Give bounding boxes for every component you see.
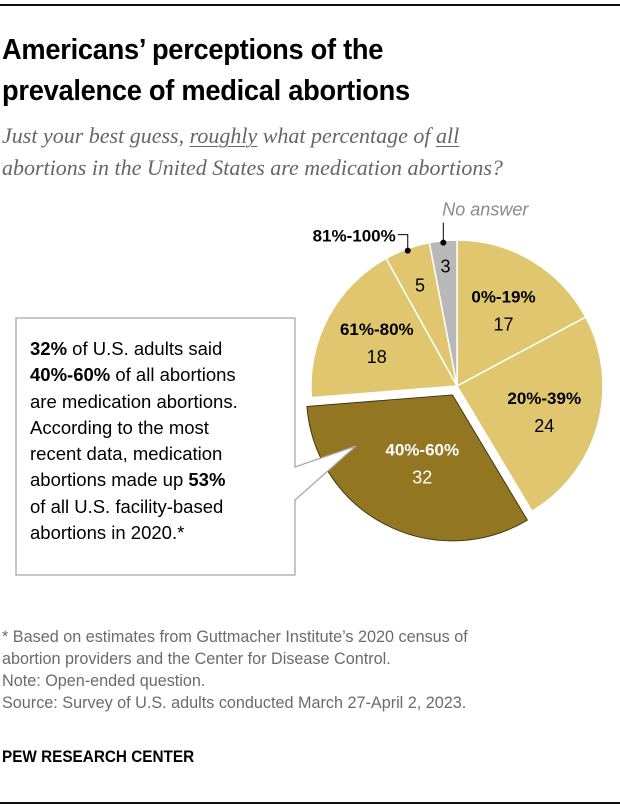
subtitle-emphasis-all: all (436, 123, 460, 148)
slice-label-61-80: 61%-80% (340, 320, 414, 339)
slice-label-40-60: 40%-60% (385, 440, 459, 459)
top-rule (0, 4, 620, 6)
source: Source: Survey of U.S. adults conducted … (2, 694, 467, 712)
callout-line: 32% of U.S. adults said (30, 336, 292, 362)
callout-line: abortions made up 53% (30, 467, 292, 493)
chart-notes: * Based on estimates from Guttmacher Ins… (2, 626, 620, 714)
slice-label-0-19: 0%-19% (471, 287, 535, 306)
callout-line: recent data, medication (30, 443, 223, 465)
subtitle-line-1: Just your best guess, roughly what perce… (2, 120, 620, 152)
pie-slice-0-19 (456, 239, 587, 387)
footnote-line-1: * Based on estimates from Guttmacher Ins… (2, 628, 468, 646)
chart-title: Americans’ perceptions of the prevalence… (2, 30, 575, 112)
pie-slices (306, 239, 604, 542)
leader-line-81-100 (397, 234, 409, 251)
callout-text-span: of U.S. adults said (67, 338, 223, 359)
subtitle-emphasis-roughly: roughly (189, 123, 258, 148)
callout-highlight: 32% (30, 338, 68, 359)
brand-logo: PEW RESEARCH CENTER (2, 747, 195, 766)
chart-subtitle: Just your best guess, roughly what perce… (2, 120, 620, 184)
pie-slice-20-39 (456, 316, 604, 513)
footnote-line-2: abortion providers and the Center for Di… (2, 650, 391, 668)
leader-dot-81-100 (404, 247, 411, 254)
slice-value-81-100: 5 (415, 275, 425, 295)
callout-text-span: abortions made up (30, 469, 189, 491)
title-line-1: Americans’ perceptions of the (2, 34, 384, 66)
title-line-2: prevalence of medical abortions (2, 75, 410, 107)
subtitle-text: what percentage of (257, 123, 437, 148)
leader-dot-no-answer (440, 239, 447, 246)
callout-line: of all U.S. facility-based (30, 495, 224, 517)
note: Note: Open-ended question. (2, 672, 206, 690)
slice-label-20-39: 20%-39% (507, 389, 581, 408)
callout-highlight: 40%-60% (30, 364, 111, 386)
callout-highlight: 53% (188, 469, 226, 491)
callout-box (15, 317, 357, 576)
slice-label-81-100: 81%-100% (313, 227, 396, 246)
slice-label-no-answer: No answer (442, 200, 529, 220)
callout-line: According to the most (30, 416, 209, 438)
callout-line: are medication abortions. (30, 390, 238, 412)
callout-line: 40%-60% of all abortions (30, 362, 292, 388)
subtitle-line-2: abortions in the United States are medic… (2, 155, 503, 180)
bottom-rule (0, 802, 620, 804)
pie-labels: 0%-19% 17 20%-39% 24 40%-60% 32 61%-80% 18 5 81%-… (313, 200, 582, 488)
slice-value-no-answer: 3 (440, 256, 450, 276)
callout-line: abortions in 2020.* (30, 522, 185, 544)
subtitle-text: Just your best guess, (2, 123, 190, 148)
pie-slice-61-80 (310, 257, 458, 399)
slice-value-20-39: 24 (534, 416, 554, 436)
slice-value-61-80: 18 (367, 347, 387, 367)
callout-text: 32% of U.S. adults said 40%-60% of all a… (30, 336, 292, 546)
pie-slice-40-60 (306, 394, 528, 542)
slice-value-0-19: 17 (493, 314, 513, 334)
callout-bubble (15, 317, 357, 576)
slice-value-40-60: 32 (412, 467, 432, 487)
callout-text-span: of all abortions (110, 364, 236, 386)
